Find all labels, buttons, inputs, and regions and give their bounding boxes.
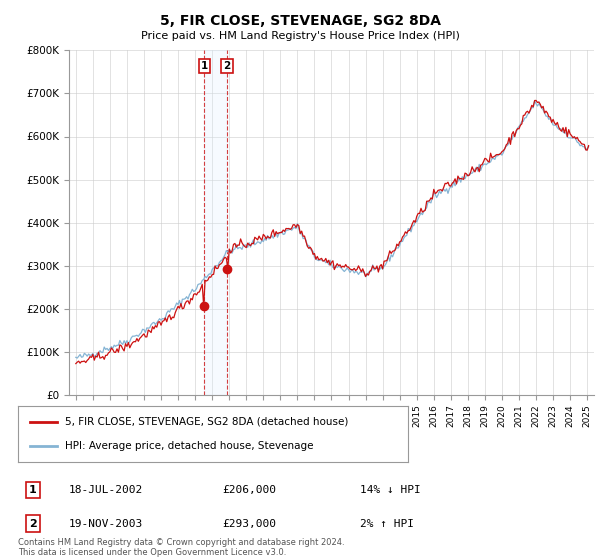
Text: HPI: Average price, detached house, Stevenage: HPI: Average price, detached house, Stev… [65, 441, 313, 451]
Text: 2: 2 [29, 519, 37, 529]
Text: 1: 1 [29, 485, 37, 495]
Text: £206,000: £206,000 [222, 485, 276, 495]
Text: 2: 2 [224, 60, 231, 71]
Text: 5, FIR CLOSE, STEVENAGE, SG2 8DA: 5, FIR CLOSE, STEVENAGE, SG2 8DA [160, 14, 440, 28]
Text: 19-NOV-2003: 19-NOV-2003 [69, 519, 143, 529]
Bar [205, 50, 227, 395]
Text: 1: 1 [201, 60, 208, 71]
Text: 14% ↓ HPI: 14% ↓ HPI [360, 485, 421, 495]
Text: Price paid vs. HM Land Registry's House Price Index (HPI): Price paid vs. HM Land Registry's House … [140, 31, 460, 41]
Text: £293,000: £293,000 [222, 519, 276, 529]
Text: Contains HM Land Registry data © Crown copyright and database right 2024.
This d: Contains HM Land Registry data © Crown c… [18, 538, 344, 557]
Text: 2% ↑ HPI: 2% ↑ HPI [360, 519, 414, 529]
Text: 18-JUL-2002: 18-JUL-2002 [69, 485, 143, 495]
Text: 5, FIR CLOSE, STEVENAGE, SG2 8DA (detached house): 5, FIR CLOSE, STEVENAGE, SG2 8DA (detach… [65, 417, 348, 427]
